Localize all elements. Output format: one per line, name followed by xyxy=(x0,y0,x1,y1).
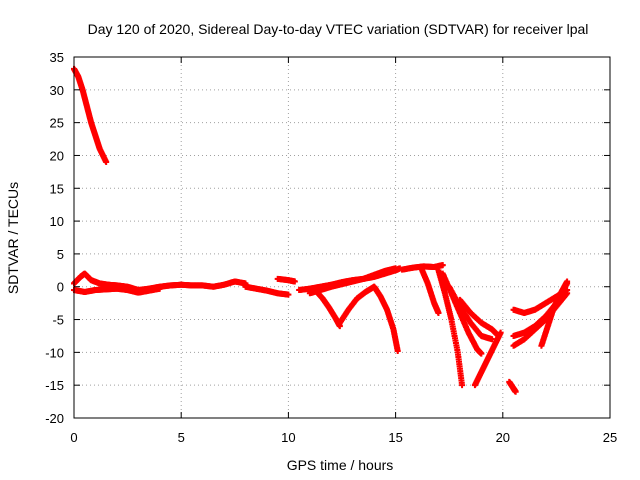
data-point xyxy=(478,350,485,357)
y-tick-label: -15 xyxy=(45,378,64,393)
grid-lines xyxy=(74,57,610,418)
y-axis-ticks: -20 -15 -10 -5 0 5 10 15 20 25 30 35 xyxy=(45,50,610,426)
data-point xyxy=(156,285,163,292)
data-point xyxy=(103,159,110,166)
x-tick-label: 15 xyxy=(388,430,402,445)
x-tick-label: 5 xyxy=(178,430,185,445)
series-arc-morning xyxy=(242,283,292,298)
y-tick-label: -20 xyxy=(45,411,64,426)
series-arc-twenty-4 xyxy=(538,278,571,349)
y-tick-label: 15 xyxy=(50,181,64,196)
series-arc-dip-16 xyxy=(418,265,442,316)
series-arc-dip-13 xyxy=(336,283,378,326)
data-point xyxy=(394,348,401,355)
data-point xyxy=(564,290,571,297)
y-tick-label: 5 xyxy=(57,247,64,262)
x-tick-label: 25 xyxy=(603,430,617,445)
data-point xyxy=(291,278,298,285)
data-series xyxy=(71,65,571,395)
y-tick-label: 25 xyxy=(50,116,64,131)
data-point xyxy=(285,291,292,298)
x-tick-label: 20 xyxy=(496,430,510,445)
plot-frame xyxy=(73,56,611,419)
data-point xyxy=(497,329,504,336)
series-arc-dip-18b xyxy=(439,270,485,357)
data-point xyxy=(392,265,399,272)
data-point xyxy=(459,382,466,389)
x-axis-ticks: 0 5 10 15 20 25 xyxy=(70,57,617,445)
series-arc-early-high xyxy=(71,65,110,166)
series-arc-twenty-low xyxy=(506,378,519,395)
data-point xyxy=(435,309,442,316)
y-tick-label: 0 xyxy=(57,280,64,295)
series-arc-dip-12 xyxy=(313,288,343,330)
y-tick-label: 10 xyxy=(50,214,64,229)
series-arc-recover-19 xyxy=(471,329,504,389)
y-tick-label: -5 xyxy=(52,313,64,328)
series-arc-dip-15 xyxy=(371,283,401,355)
y-tick-label: 30 xyxy=(50,83,64,98)
y-axis-label: SDTVAR / TECUs xyxy=(5,182,21,294)
series-arc-mid-2 xyxy=(306,265,399,297)
y-tick-label: 20 xyxy=(50,148,64,163)
x-axis-label: GPS time / hours xyxy=(287,457,394,473)
y-tick-label: -10 xyxy=(45,345,64,360)
series-arc-dip-18a xyxy=(435,267,466,389)
x-tick-label: 10 xyxy=(281,430,295,445)
data-point xyxy=(439,262,446,269)
chart-title: Day 120 of 2020, Sidereal Day-to-day VTE… xyxy=(88,21,589,37)
y-tick-label: 35 xyxy=(50,50,64,65)
x-tick-label: 0 xyxy=(70,430,77,445)
data-point xyxy=(512,388,519,395)
data-point xyxy=(564,278,571,285)
series-arc-base-2 xyxy=(71,285,163,296)
series-arc-dip-19a xyxy=(446,283,496,343)
series-arc-tenh xyxy=(274,275,298,285)
